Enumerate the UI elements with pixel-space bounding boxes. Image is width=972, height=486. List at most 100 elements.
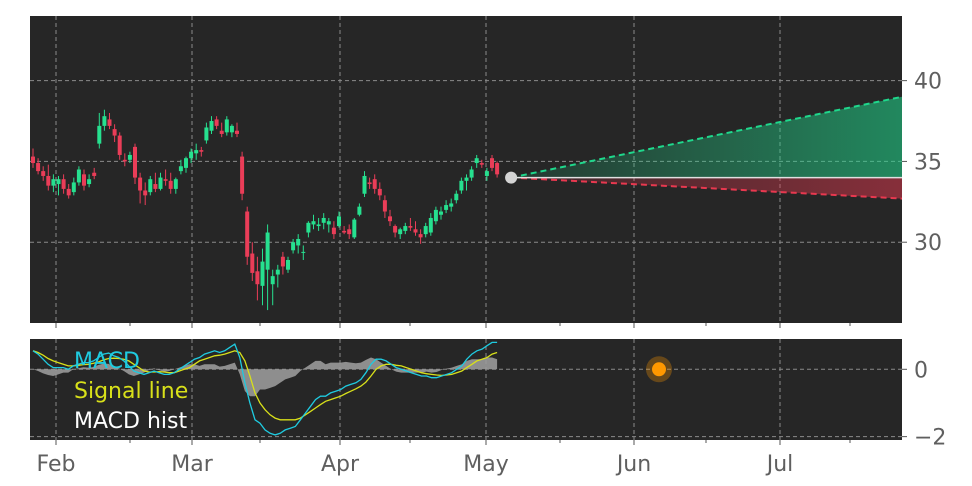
x-tick-label-3: May — [463, 452, 508, 477]
candle-body-0 — [31, 156, 35, 164]
candle-body-60 — [337, 216, 341, 227]
candle-body-29 — [178, 166, 183, 172]
candle-body-71 — [393, 226, 398, 233]
candle-body-82 — [449, 203, 454, 207]
candle-body-51 — [291, 242, 296, 251]
candle-body-21 — [138, 177, 143, 191]
candle-body-86 — [469, 169, 474, 178]
candle-body-83 — [454, 193, 459, 201]
candle-body-28 — [173, 179, 178, 189]
candle-body-90 — [490, 158, 494, 168]
candle-body-89 — [484, 171, 489, 176]
candle-body-80 — [439, 211, 443, 215]
candle-body-45 — [260, 261, 265, 286]
candle-body-52 — [296, 238, 301, 246]
x-tick-label-0: Feb — [37, 452, 76, 477]
candle-body-49 — [280, 256, 285, 267]
projection-up-line — [510, 95, 903, 179]
projection-up-area — [511, 96, 902, 178]
candle-body-67 — [372, 179, 377, 189]
candle-body-35 — [209, 121, 214, 131]
candle-body-16 — [112, 129, 117, 136]
legend-item-0: MACD — [74, 349, 140, 374]
candle-body-87 — [474, 158, 479, 164]
candle-body-84 — [459, 180, 464, 191]
x-tick-label-1: Mar — [171, 452, 213, 477]
candle-body-6 — [61, 179, 66, 189]
candle-body-4 — [51, 179, 56, 186]
x-tick-label-2: Apr — [321, 452, 360, 477]
macd-panel-background — [30, 339, 902, 440]
candle-body-9 — [76, 169, 81, 183]
candle-body-70 — [388, 216, 392, 222]
candle-body-3 — [46, 175, 51, 186]
candle-body-15 — [107, 119, 112, 126]
candle-body-76 — [418, 234, 423, 238]
candle-body-31 — [189, 151, 194, 159]
candle-body-75 — [413, 229, 418, 233]
candle-body-11 — [87, 179, 92, 185]
candle-body-36 — [214, 119, 219, 126]
candle-body-14 — [102, 116, 107, 126]
candle-body-79 — [433, 209, 438, 222]
candle-body-33 — [199, 150, 204, 152]
candle-body-43 — [250, 253, 255, 273]
macd-y-tick-label-1: −2 — [914, 426, 946, 451]
macd-y-tick-label-0: 0 — [914, 358, 928, 383]
candle-body-73 — [403, 226, 408, 231]
candle-body-63 — [352, 219, 357, 238]
candle-body-85 — [464, 177, 469, 181]
candle-body-81 — [444, 205, 449, 210]
candle-body-19 — [127, 154, 132, 160]
current-price-marker — [505, 171, 518, 184]
candle-body-62 — [347, 229, 352, 235]
candle-body-74 — [408, 226, 413, 228]
candle-body-61 — [342, 230, 347, 233]
candle-body-88 — [479, 163, 484, 165]
candle-body-26 — [163, 179, 168, 181]
candle-body-68 — [377, 188, 382, 196]
legend-item-1: Signal line — [74, 379, 188, 404]
candle-body-39 — [229, 125, 234, 133]
candle-body-57 — [321, 217, 326, 223]
candle-body-65 — [362, 175, 367, 194]
candle-body-24 — [153, 184, 158, 189]
candle-body-72 — [398, 229, 403, 235]
candle-body-13 — [97, 125, 102, 144]
candle-body-54 — [306, 222, 311, 233]
price-y-tick-label-2: 40 — [914, 70, 942, 95]
macd-line — [32, 341, 498, 436]
candle-body-42 — [245, 211, 250, 257]
candle-body-38 — [224, 119, 229, 133]
candle-body-64 — [357, 206, 362, 215]
x-tick-label-4: Jun — [615, 452, 651, 477]
candle-body-22 — [143, 190, 148, 196]
macd-legend: MACD Signal line MACD hist — [74, 349, 188, 434]
candle-body-55 — [311, 221, 316, 225]
candle-body-10 — [82, 174, 86, 186]
candle-body-59 — [331, 227, 336, 235]
candle-body-91 — [495, 163, 500, 175]
candle-body-47 — [270, 276, 275, 285]
candle-body-48 — [275, 269, 280, 275]
candle-body-8 — [71, 182, 76, 193]
price-y-tick-label-1: 35 — [914, 150, 942, 175]
macd-histogram — [33, 357, 498, 397]
candle-body-32 — [194, 150, 199, 154]
candle-body-25 — [158, 177, 163, 189]
candle-body-34 — [204, 127, 209, 141]
crossover-marker — [652, 362, 666, 377]
candle-body-1 — [36, 163, 41, 172]
candle-body-12 — [92, 172, 97, 176]
candle-body-56 — [316, 224, 321, 227]
candle-body-7 — [66, 188, 71, 196]
x-tick-label-5: Jul — [765, 452, 794, 477]
candle-body-5 — [56, 179, 61, 185]
candle-body-50 — [286, 259, 290, 270]
candle-body-69 — [382, 200, 387, 212]
candle-body-27 — [168, 180, 173, 189]
candle-body-2 — [41, 171, 46, 176]
candle-body-44 — [255, 271, 260, 285]
candle-body-41 — [240, 156, 245, 194]
